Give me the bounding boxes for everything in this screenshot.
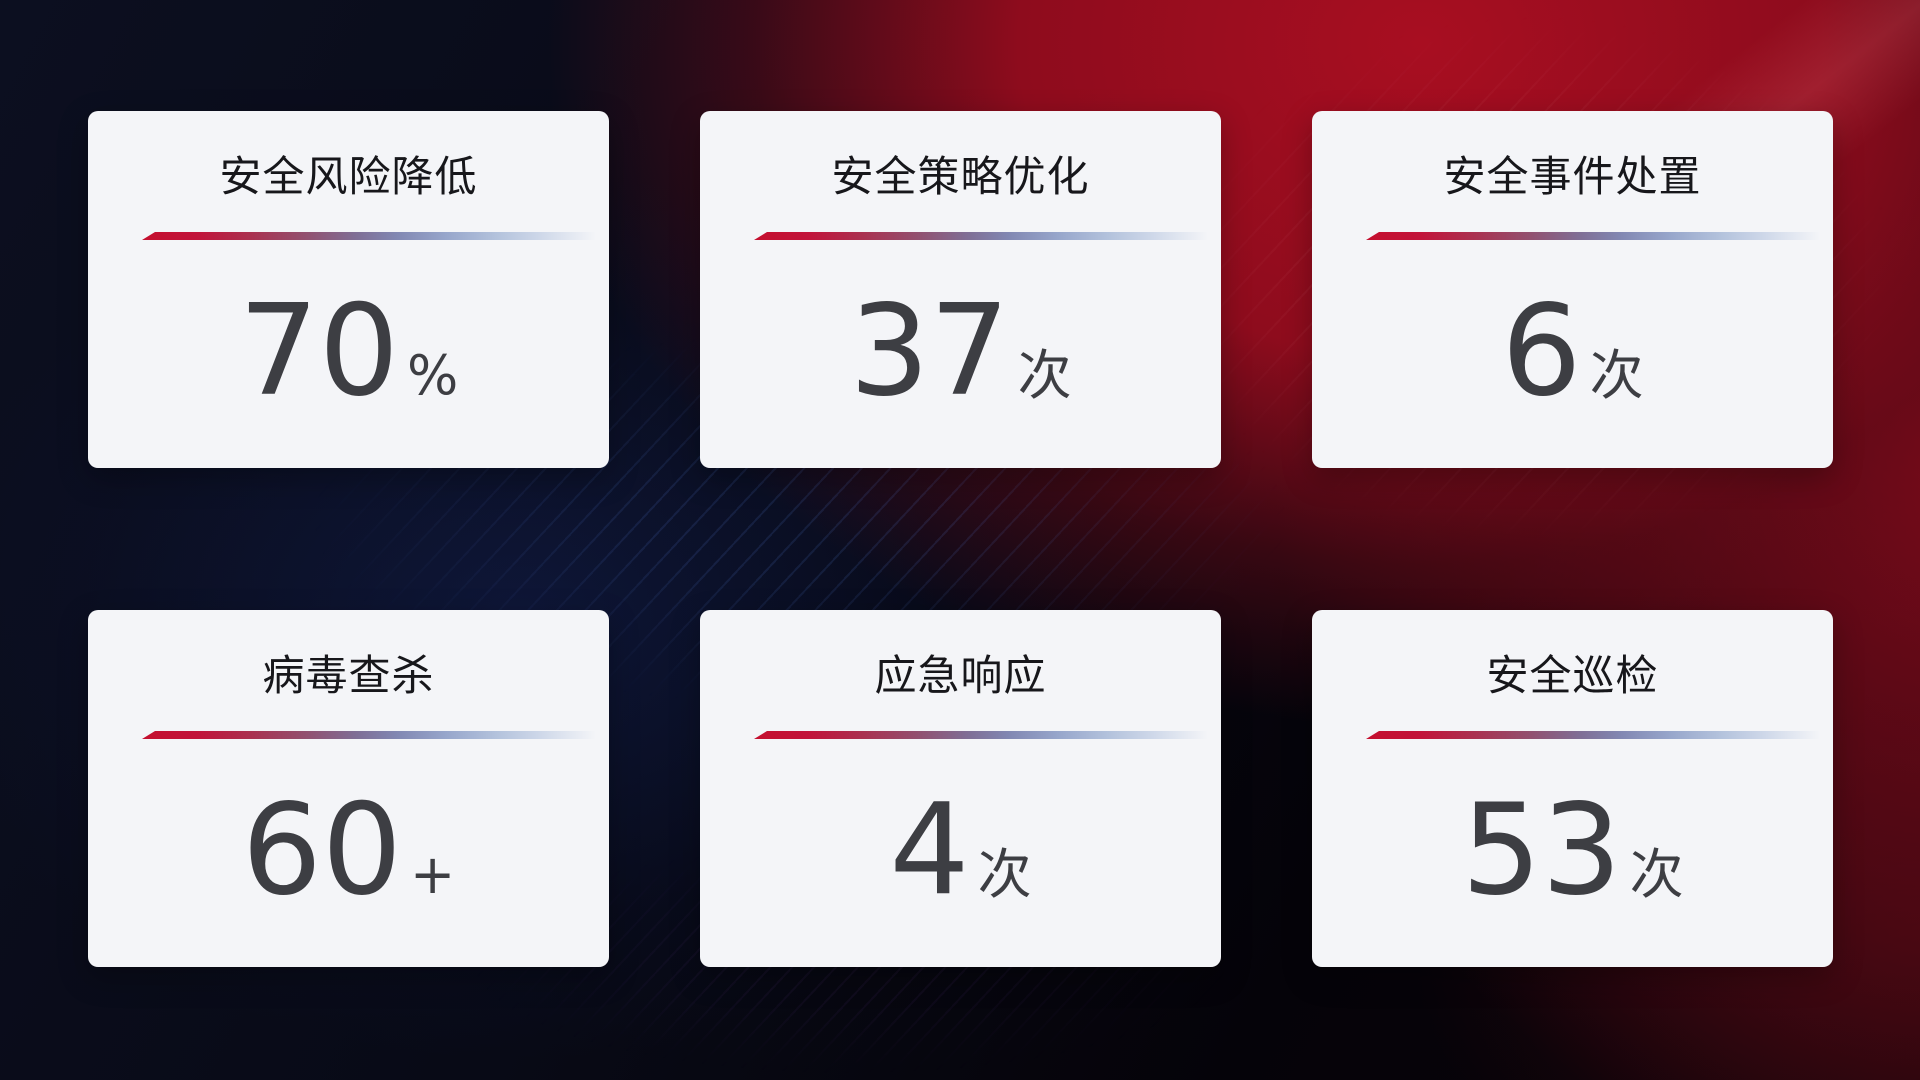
stat-number: 6 (1501, 277, 1582, 424)
stat-number: 53 (1461, 776, 1622, 923)
stat-unit: 次 (977, 843, 1032, 906)
stat-unit: % (407, 344, 459, 407)
accent-divider (1366, 232, 1820, 240)
stats-grid: 安全风险降低 70 % 安全策略优化 37 次 安全事件处置 6 次 病毒查杀 … (88, 111, 1833, 967)
stat-unit: + (410, 843, 456, 906)
stat-card-title: 安全策略优化 (831, 153, 1090, 200)
stat-card-title: 病毒查杀 (262, 652, 435, 699)
stat-card-title: 安全巡检 (1486, 652, 1659, 699)
stat-card: 病毒查杀 60 + (88, 610, 609, 967)
stat-card-title: 应急响应 (874, 652, 1047, 699)
accent-divider (142, 731, 596, 739)
stat-unit: 次 (1017, 344, 1072, 407)
accent-divider (142, 232, 596, 240)
accent-divider (1366, 731, 1820, 739)
stat-number: 37 (849, 277, 1010, 424)
stat-card-value: 53 次 (1312, 787, 1833, 913)
stat-unit: 次 (1629, 843, 1684, 906)
stat-card: 安全风险降低 70 % (88, 111, 609, 468)
accent-divider (754, 232, 1208, 240)
stat-card-value: 70 % (88, 288, 609, 414)
stat-number: 70 (238, 277, 400, 424)
stat-number: 4 (889, 776, 970, 923)
stat-unit: 次 (1589, 344, 1644, 407)
stat-card-value: 6 次 (1312, 288, 1833, 414)
stat-card: 安全策略优化 37 次 (700, 111, 1221, 468)
stat-card-title: 安全事件处置 (1443, 153, 1702, 200)
accent-divider (754, 731, 1208, 739)
stat-card-value: 37 次 (700, 288, 1221, 414)
stat-card-value: 60 + (88, 787, 609, 913)
stat-card: 安全事件处置 6 次 (1312, 111, 1833, 468)
stat-number: 60 (241, 776, 403, 923)
stat-card-title: 安全风险降低 (219, 153, 478, 200)
stat-card: 应急响应 4 次 (700, 610, 1221, 967)
stat-card: 安全巡检 53 次 (1312, 610, 1833, 967)
stat-card-value: 4 次 (700, 787, 1221, 913)
